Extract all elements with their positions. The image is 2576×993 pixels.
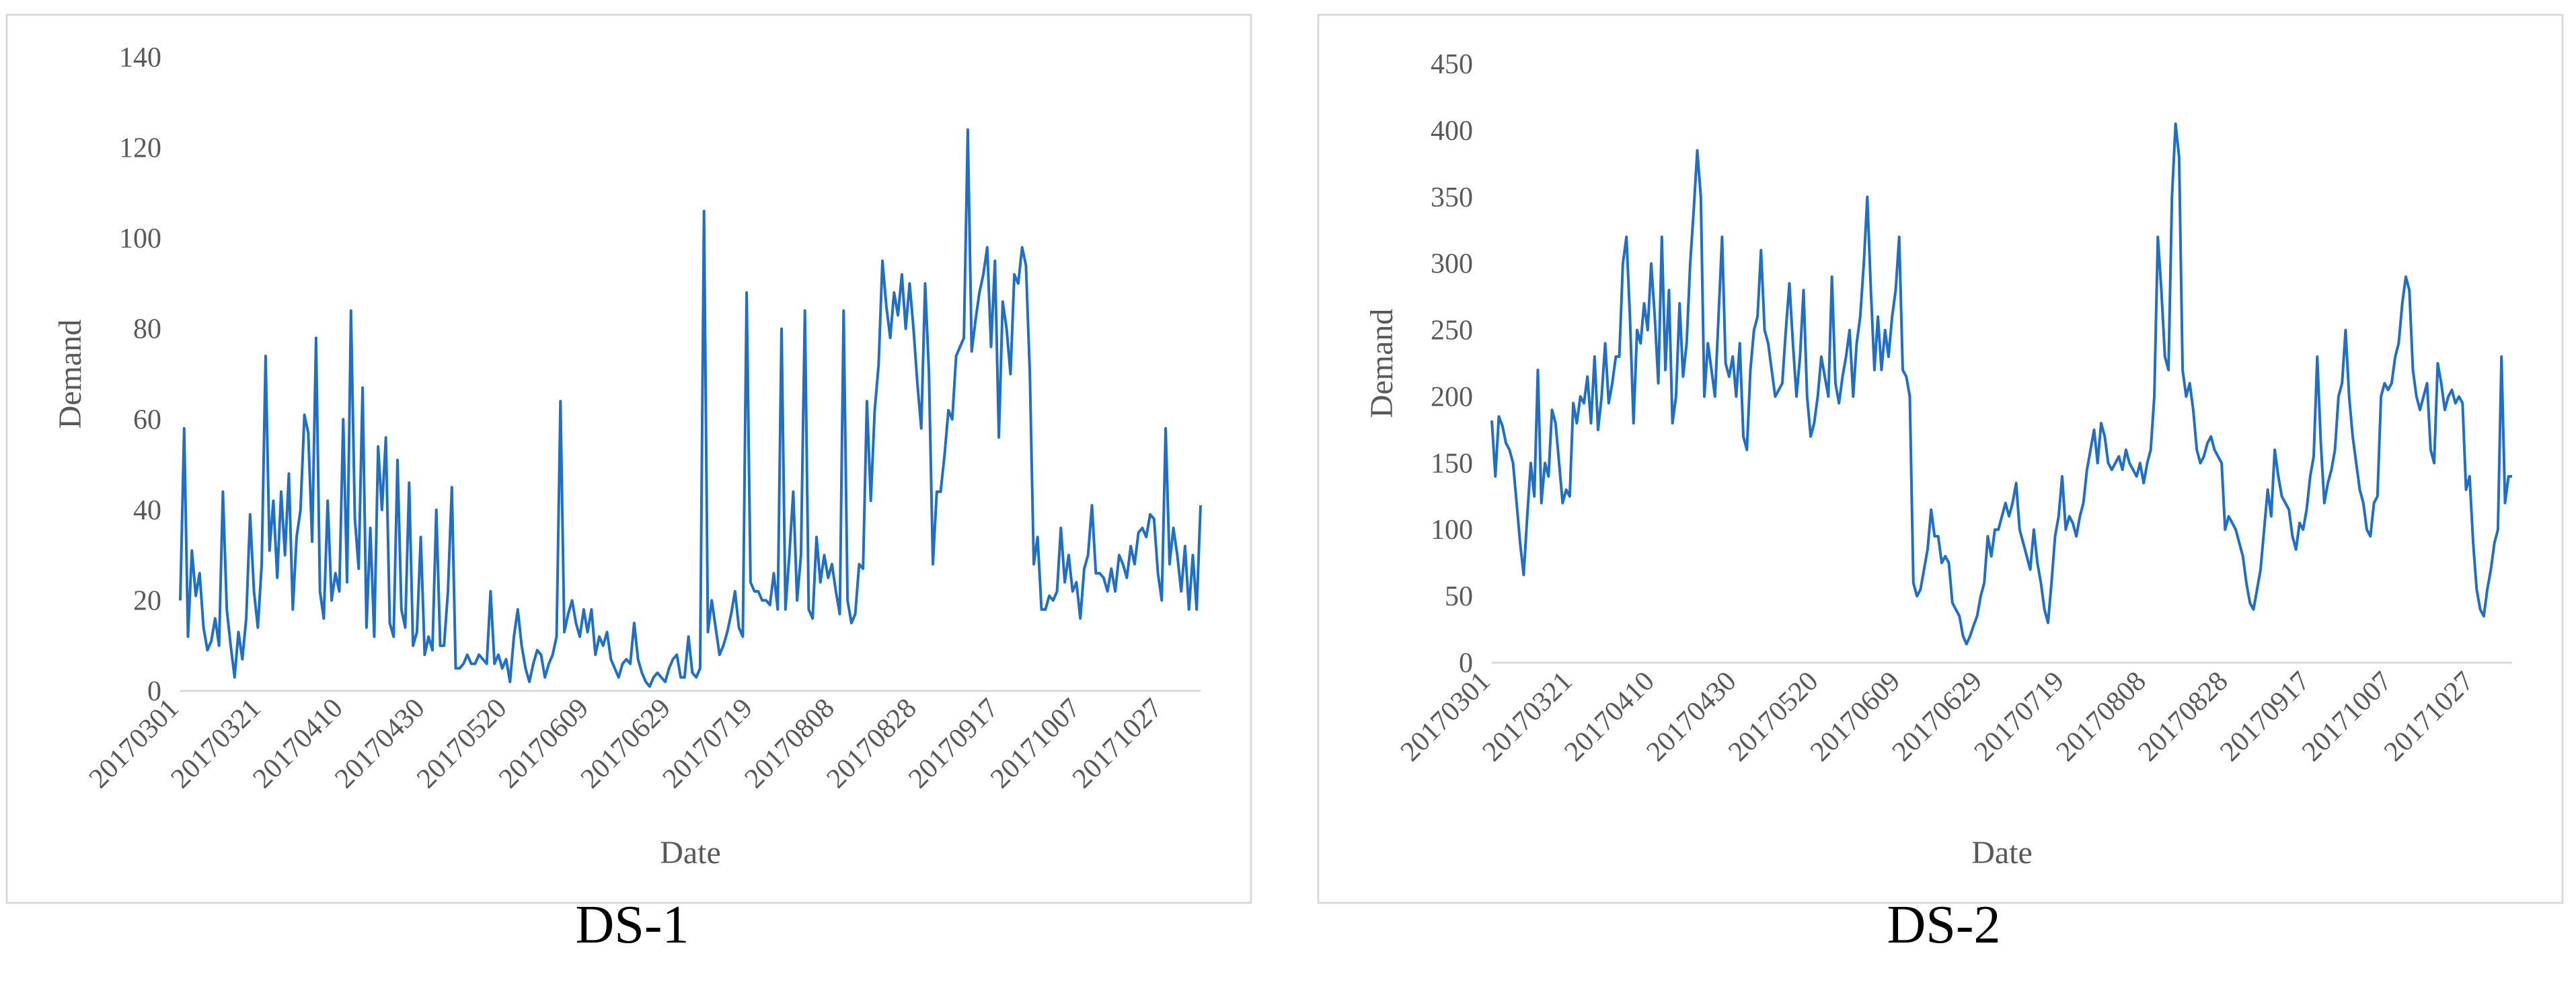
y-tick-label: 80 (133, 314, 161, 345)
chart-frame (5, 13, 1252, 904)
line-chart-ds2: 0501001502002503003504004502017030120170… (1317, 13, 2564, 904)
line-chart-ds1: 0204060801001201402017030120170321201704… (5, 13, 1252, 904)
y-tick-label: 400 (1431, 116, 1473, 147)
y-tick-label: 300 (1431, 249, 1473, 280)
y-axis-title: Demand (52, 320, 88, 429)
chart-caption: DS-2 (1887, 895, 2001, 955)
y-tick-label: 60 (133, 404, 161, 435)
x-axis-title: Date (1971, 835, 2033, 871)
y-axis-title: Demand (1364, 309, 1400, 418)
y-tick-label: 450 (1431, 49, 1473, 80)
y-tick-label: 20 (133, 585, 161, 616)
y-tick-label: 200 (1431, 381, 1473, 412)
chart-caption: DS-1 (575, 895, 689, 955)
y-tick-label: 350 (1431, 182, 1473, 213)
y-tick-label: 0 (147, 676, 161, 707)
demand-series-line (179, 128, 1202, 688)
y-tick-label: 140 (119, 42, 161, 73)
chart-frame (1317, 13, 2564, 904)
x-axis-title: Date (660, 835, 721, 871)
y-tick-label: 150 (1431, 448, 1473, 479)
y-tick-label: 250 (1431, 316, 1473, 346)
demand-series-line (1490, 122, 2512, 646)
y-tick-label: 100 (119, 223, 161, 254)
y-tick-label: 100 (1431, 515, 1473, 546)
y-tick-label: 0 (1459, 648, 1473, 679)
chart-panel-ds2: 0 50 100 150 200 250 300 350 400 450 20170301 20170… (1312, 0, 2576, 993)
y-tick-label: 40 (133, 495, 161, 526)
chart-panel-ds1: 0 20 40 60 80 100 120 140 20170301 20170321 201704… (0, 0, 1264, 993)
y-tick-label: 120 (119, 133, 161, 164)
y-tick-label: 50 (1445, 581, 1473, 612)
